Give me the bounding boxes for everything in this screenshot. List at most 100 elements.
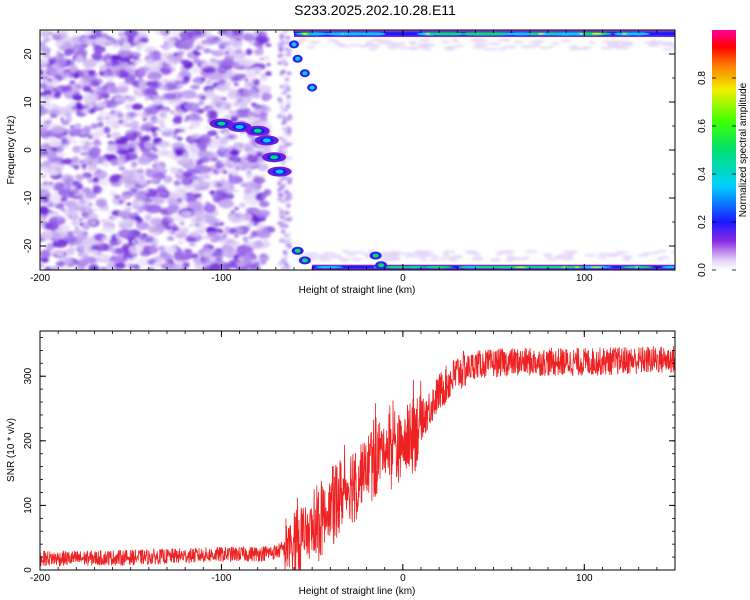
noise-speck bbox=[489, 47, 497, 51]
noise-speck bbox=[183, 248, 190, 253]
noise-speck bbox=[224, 151, 231, 158]
noise-speck bbox=[242, 32, 254, 40]
noise-speck bbox=[132, 130, 143, 138]
noise-speck bbox=[95, 101, 107, 108]
noise-speck bbox=[49, 168, 58, 176]
noise-speck bbox=[142, 118, 148, 121]
x-tick-label: -200 bbox=[30, 573, 50, 584]
noise-speck bbox=[40, 107, 49, 116]
band-strong-band-top bbox=[294, 30, 675, 38]
noise-speck bbox=[87, 134, 93, 140]
noise-speck bbox=[44, 222, 59, 231]
noise-speck bbox=[260, 239, 270, 245]
noise-speck bbox=[171, 227, 179, 232]
noise-speck bbox=[379, 258, 393, 262]
noise-speck bbox=[77, 263, 86, 270]
noise-speck bbox=[159, 250, 168, 258]
noise-speck bbox=[196, 142, 204, 148]
noise-speck bbox=[239, 166, 247, 171]
snr-panel: -200 -100 0 100 0 100 200 300 Height of straig… bbox=[6, 330, 676, 597]
noise-speck bbox=[239, 144, 244, 149]
noise-speck bbox=[584, 253, 597, 257]
noise-speck bbox=[40, 174, 47, 178]
snr-background bbox=[40, 331, 675, 570]
noise-speck bbox=[42, 181, 49, 186]
noise-speck bbox=[225, 51, 230, 55]
noise-speck bbox=[323, 251, 335, 255]
noise-speck bbox=[263, 147, 272, 155]
noise-speck bbox=[177, 240, 185, 245]
noise-speck bbox=[104, 61, 112, 68]
noise-speck bbox=[123, 95, 137, 103]
noise-speck bbox=[115, 112, 125, 119]
noise-speck bbox=[158, 194, 164, 198]
noise-speck bbox=[137, 67, 146, 77]
noise-speck bbox=[53, 109, 61, 115]
noise-speck bbox=[117, 50, 129, 57]
noise-speck bbox=[45, 37, 52, 42]
noise-speck bbox=[218, 199, 235, 209]
noise-speck bbox=[242, 88, 255, 98]
band-hot bbox=[429, 32, 459, 36]
noise-speck bbox=[69, 211, 79, 217]
heatmap-x-label: Height of straight line (km) bbox=[299, 285, 416, 296]
noise-speck bbox=[279, 212, 285, 217]
noise-speck bbox=[286, 180, 292, 185]
noise-speck bbox=[155, 119, 166, 125]
noise-speck bbox=[72, 94, 84, 101]
noise-speck bbox=[109, 114, 118, 119]
noise-speck bbox=[209, 138, 214, 143]
noise-speck bbox=[188, 224, 194, 228]
y-tick-label: 0 bbox=[23, 567, 34, 573]
noise-speck bbox=[118, 166, 126, 171]
noise-speck bbox=[444, 250, 456, 254]
noise-speck bbox=[229, 148, 240, 156]
noise-speck bbox=[143, 189, 150, 194]
noise-speck bbox=[283, 233, 289, 238]
noise-speck bbox=[254, 151, 258, 155]
noise-speck bbox=[242, 236, 249, 241]
noise-speck bbox=[283, 148, 289, 153]
noise-speck bbox=[240, 265, 247, 270]
noise-speck bbox=[365, 40, 374, 44]
noise-speck bbox=[103, 126, 111, 134]
noise-speck bbox=[238, 202, 247, 208]
noise-speck bbox=[169, 246, 177, 253]
noise-speck bbox=[283, 176, 289, 181]
noise-speck bbox=[221, 35, 228, 40]
noise-speck bbox=[40, 129, 52, 138]
noise-speck bbox=[286, 52, 292, 57]
noise-speck bbox=[40, 189, 50, 197]
noise-speck bbox=[231, 30, 244, 36]
noise-speck bbox=[660, 42, 673, 46]
noise-speck bbox=[76, 228, 84, 235]
noise-speck bbox=[44, 125, 50, 129]
noise-speck bbox=[92, 140, 102, 147]
noise-speck bbox=[497, 38, 510, 42]
noise-speck bbox=[317, 258, 332, 262]
noise-speck bbox=[101, 236, 111, 242]
noise-speck bbox=[95, 199, 108, 208]
noise-speck bbox=[198, 99, 205, 106]
noise-speck bbox=[379, 251, 389, 255]
noise-speck bbox=[64, 112, 72, 117]
noise-speck bbox=[190, 253, 199, 259]
noise-speck bbox=[69, 125, 75, 129]
noise-speck bbox=[280, 229, 286, 234]
noise-speck bbox=[243, 142, 253, 149]
noise-speck bbox=[96, 90, 103, 96]
noise-speck bbox=[256, 227, 267, 236]
noise-speck bbox=[69, 64, 78, 73]
noise-speck bbox=[284, 210, 290, 215]
noise-speck bbox=[468, 251, 476, 255]
noise-speck bbox=[137, 156, 152, 166]
noise-speck bbox=[424, 43, 435, 47]
noise-speck bbox=[56, 51, 61, 54]
noise-speck bbox=[446, 47, 455, 51]
noise-speck bbox=[180, 59, 190, 65]
colorbar-tick-label: 0.8 bbox=[697, 71, 708, 85]
noise-speck bbox=[452, 39, 460, 43]
noise-speck bbox=[131, 103, 144, 111]
band-hot bbox=[342, 32, 368, 36]
